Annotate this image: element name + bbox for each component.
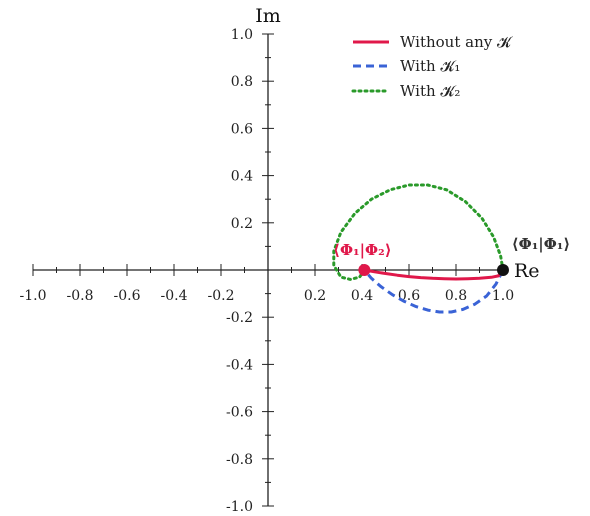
y-tick-label: 0.2 [231,216,253,232]
point-label-phi1-phi2: ⟨Φ₁|Φ₂⟩ [333,241,391,259]
series-line-0 [364,268,505,281]
x-tick-label: -0.6 [114,288,141,304]
x-tick-label: 0.6 [398,288,420,304]
axes: -1.0 -0.8 -0.6 -0.4 -0.2 0.2 0.4 0.6 0.8 1.0 1.0 0.… [20,5,540,515]
x-tick-label: 1.0 [492,288,514,304]
y-tick-label: 0.6 [231,121,253,137]
y-tick-label: -0.4 [226,357,253,373]
y-tick-label: 0.8 [231,74,253,90]
y-axis-label: Im [255,5,281,27]
y-tick-label: -0.8 [226,452,253,468]
legend: Without any 𝓚 With 𝓚₁ With 𝓚₂ [351,33,513,100]
x-tick-label: -0.4 [161,288,188,304]
series-line-1 [363,269,505,314]
x-tick-label: 0.2 [304,288,326,304]
series-line-2 [332,183,505,281]
x-tick-label: -0.2 [208,288,235,304]
y-tick-label: -0.6 [226,405,253,421]
y-tick-label: -0.2 [226,310,253,326]
legend-label-with-k2: With 𝓚₂ [400,82,460,100]
x-tick-label: -1.0 [20,288,47,304]
point-marker-1 [497,264,509,276]
x-tick-label: 0.4 [351,288,373,304]
x-axis-label: Re [514,260,540,282]
point-marker-0 [358,264,371,276]
y-tick-label: 1.0 [231,27,253,43]
legend-label-without: Without any 𝓚 [400,33,513,51]
legend-label-with-k1: With 𝓚₁ [400,57,460,75]
x-tick-label: 0.8 [445,288,467,304]
point-label-phi1-phi1: ⟨Φ₁|Φ₁⟩ [512,235,570,253]
axis-tick-labels: -1.0 -0.8 -0.6 -0.4 -0.2 0.2 0.4 0.6 0.8 1.0 1.0 0.… [20,27,515,515]
y-tick-label: 0.4 [231,169,253,185]
series-layer [332,183,505,314]
points-layer [358,264,509,276]
y-tick-label: -1.0 [226,499,253,515]
x-tick-label: -0.8 [67,288,94,304]
